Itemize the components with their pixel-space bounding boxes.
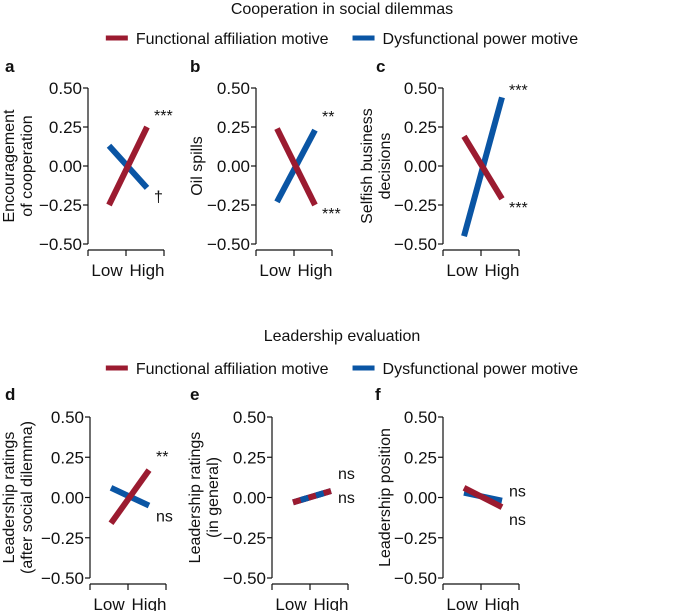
- y-tick-label: 0.50: [49, 79, 82, 98]
- x-tick-label: Low: [275, 595, 307, 611]
- y-tick-label: −0.50: [39, 235, 82, 254]
- y-tick-label: 0.50: [233, 408, 266, 427]
- x-tick-label: High: [314, 595, 349, 611]
- y-tick-label: −0.50: [207, 235, 250, 254]
- x-tick-label: Low: [446, 595, 478, 611]
- y-tick-label: −0.25: [39, 196, 82, 215]
- y-tick-label: 0.50: [51, 408, 84, 427]
- significance-label: ns: [156, 509, 173, 526]
- line-affiliation: [274, 127, 318, 207]
- panel-letter: d: [5, 385, 15, 404]
- y-tick-label: 0.00: [217, 157, 250, 176]
- line-affiliation: [462, 485, 504, 510]
- panel-e: e 0.50 0.25 0.00 −0.25 −0.50 Low High Leadership…: [187, 385, 355, 611]
- panel-a: a 0.50 0.25 0.00 −0.25 −0.50 Low High Encouragem…: [1, 57, 173, 280]
- y-axis-label: Leadership ratings: [187, 432, 204, 564]
- x-tick-label: Low: [91, 261, 123, 280]
- significance-label: ***: [509, 82, 528, 99]
- panel-letter: e: [190, 385, 199, 404]
- y-tick-label: −0.50: [41, 569, 84, 588]
- y-tick-label: −0.50: [223, 569, 266, 588]
- y-tick-label: 0.50: [404, 79, 437, 98]
- panel-letter: b: [190, 57, 200, 76]
- y-tick-label: −0.50: [394, 235, 437, 254]
- y-axis-label: Encouragement: [1, 109, 18, 223]
- y-tick-label: 0.00: [49, 157, 82, 176]
- legend-label-power: Dysfunctional power motive: [383, 31, 579, 48]
- significance-label: ***: [509, 200, 528, 217]
- y-tick-label: 0.25: [404, 448, 437, 467]
- significance-label: ns: [509, 512, 526, 529]
- panel-f: f 0.50 0.25 0.00 −0.25 −0.50 Low High Leadership…: [375, 385, 526, 611]
- y-axis-label: Oil spills: [189, 136, 206, 196]
- y-tick-label: −0.25: [207, 196, 250, 215]
- x-tick-label: High: [132, 595, 167, 611]
- panel-d: d 0.50 0.25 0.00 −0.25 −0.50 Low High Leadership…: [1, 385, 173, 611]
- y-tick-label: −0.25: [41, 529, 84, 548]
- significance-label: †: [154, 189, 163, 206]
- significance-label: **: [322, 109, 334, 126]
- legend-label-affiliation: Functional affiliation motive: [136, 31, 329, 48]
- panel-letter: c: [376, 57, 385, 76]
- x-tick-label: Low: [93, 595, 125, 611]
- significance-label: ns: [338, 490, 355, 507]
- y-tick-label: 0.25: [217, 118, 250, 137]
- x-tick-label: High: [130, 261, 165, 280]
- panel-letter: f: [375, 385, 381, 404]
- y-tick-label: 0.00: [404, 157, 437, 176]
- y-axis-label: (after social dilemma): [19, 421, 36, 574]
- y-axis-label: Leadership position: [377, 428, 394, 567]
- y-tick-label: 0.50: [217, 79, 250, 98]
- y-tick-label: 0.00: [233, 489, 266, 508]
- significance-label: ns: [509, 484, 526, 501]
- y-tick-label: −0.50: [394, 569, 437, 588]
- y-tick-label: 0.50: [404, 408, 437, 427]
- significance-label: ***: [322, 206, 341, 223]
- y-tick-label: 0.25: [51, 448, 84, 467]
- y-axis-label: of cooperation: [19, 115, 36, 216]
- significance-label: **: [156, 449, 168, 466]
- x-tick-label: High: [485, 261, 520, 280]
- x-tick-label: Low: [259, 261, 291, 280]
- line-affiliation: [108, 468, 152, 526]
- line-affiliation: [461, 134, 505, 201]
- panel-b: b 0.50 0.25 0.00 −0.25 −0.50 Low High Oil spills…: [189, 57, 341, 280]
- panel-letter: a: [5, 57, 15, 76]
- y-tick-label: −0.25: [223, 529, 266, 548]
- y-axis-label: decisions: [377, 133, 394, 200]
- x-tick-label: High: [298, 261, 333, 280]
- legend-label-affiliation: Functional affiliation motive: [136, 361, 329, 378]
- line-affiliation: [106, 125, 150, 207]
- legend-top: Functional affiliation motive Dysfunctio…: [105, 31, 579, 48]
- y-tick-label: −0.25: [394, 529, 437, 548]
- title-bottom: Leadership evaluation: [264, 328, 421, 345]
- y-tick-label: −0.25: [394, 196, 437, 215]
- significance-label: ***: [154, 108, 173, 125]
- y-axis-label: (in general): [205, 457, 222, 538]
- legend-bottom: Functional affiliation motive Dysfunctio…: [105, 361, 579, 378]
- y-axis-label: Selfish business: [359, 108, 376, 224]
- y-axis-label: Leadership ratings: [1, 432, 18, 564]
- y-tick-label: 0.25: [404, 118, 437, 137]
- x-tick-label: High: [485, 595, 520, 611]
- title-top: Cooperation in social dilemmas: [231, 1, 453, 18]
- x-tick-label: Low: [446, 261, 478, 280]
- significance-label: ns: [338, 466, 355, 483]
- panel-c: c 0.50 0.25 0.00 −0.25 −0.50 Low High Selfish bu…: [359, 57, 528, 280]
- y-tick-label: 0.00: [404, 489, 437, 508]
- legend-label-power: Dysfunctional power motive: [383, 361, 579, 378]
- y-tick-label: 0.25: [49, 118, 82, 137]
- y-tick-label: 0.00: [51, 489, 84, 508]
- line-affiliation: [292, 488, 332, 506]
- y-tick-label: 0.25: [233, 448, 266, 467]
